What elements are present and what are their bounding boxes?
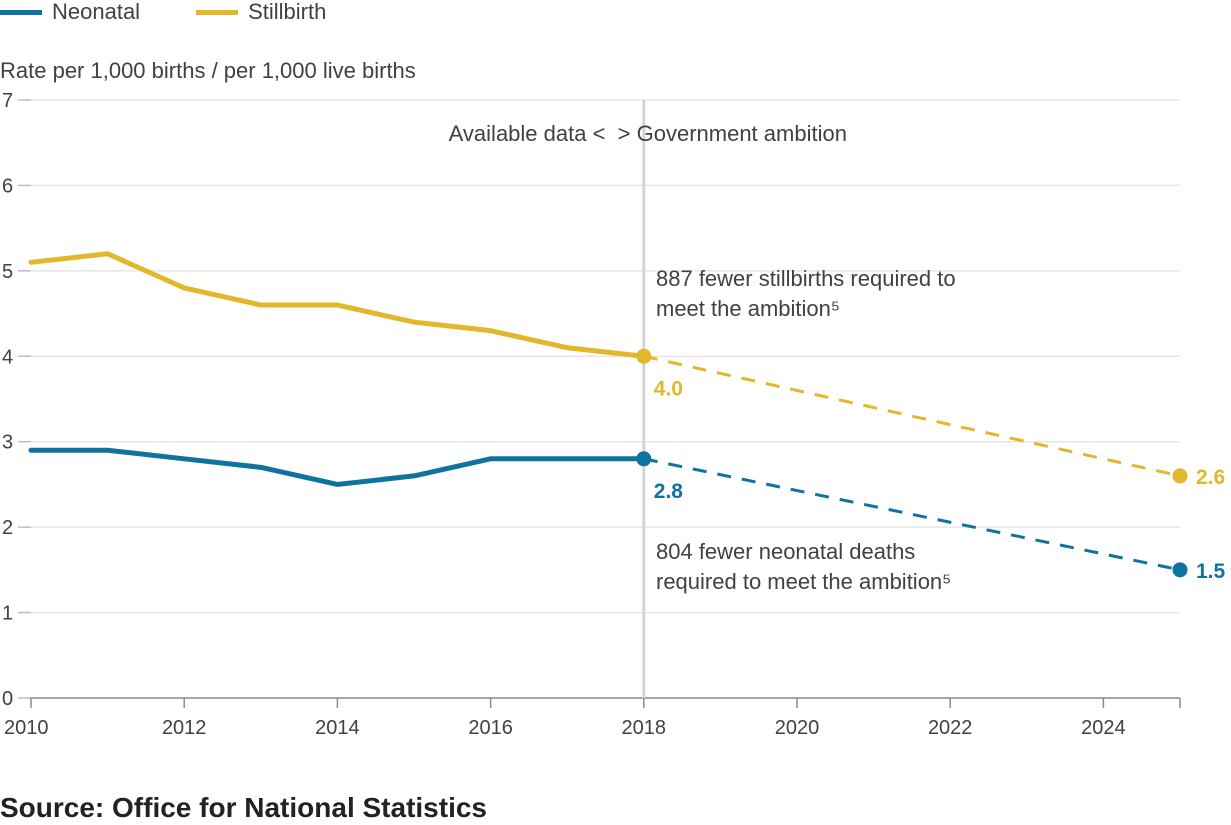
point-stillbirth-2025 xyxy=(1172,468,1188,484)
y-tick-label-3: 3 xyxy=(2,432,13,454)
annotation-neonatal: 804 fewer neonatal deaths required to mee… xyxy=(656,539,951,594)
y-axis-label: Rate per 1,000 births / per 1,000 live b… xyxy=(0,58,416,83)
legend-item-stillbirth: Stillbirth xyxy=(196,0,326,25)
data-ambition-divider: Available data < > Government ambition xyxy=(449,100,847,698)
y-tick-label-2: 2 xyxy=(2,517,13,539)
point-neonatal-2018 xyxy=(636,451,652,467)
point-label-neonatal-2018: 2.8 xyxy=(654,480,684,503)
point-stillbirth-2018 xyxy=(636,348,652,364)
series-line-stillbirth xyxy=(28,251,647,359)
legend-item-neonatal: Neonatal xyxy=(0,0,140,25)
annotation-stillbirths: 887 fewer stillbirths required to meet th… xyxy=(656,266,956,321)
y-tick-label-0: 0 xyxy=(2,688,13,710)
x-tick-label-2022: 2022 xyxy=(928,717,973,739)
annotation-line: meet the ambition⁵ xyxy=(656,296,840,321)
point-labels: 4.0 2.6 2.8 1.5 xyxy=(654,377,1226,583)
series-line-neonatal xyxy=(28,447,647,487)
x-tick-label-2014: 2014 xyxy=(315,717,360,739)
series-lines xyxy=(28,251,1188,578)
gridlines xyxy=(31,99,1180,614)
annotation-line: 804 fewer neonatal deaths xyxy=(656,539,915,564)
legend-label-stillbirth: Stillbirth xyxy=(248,0,327,24)
point-label-neonatal-2025: 1.5 xyxy=(1196,560,1226,583)
legend-swatch-stillbirth xyxy=(196,9,239,15)
projection-line-neonatal xyxy=(643,457,1181,572)
point-label-stillbirth-2025: 2.6 xyxy=(1196,466,1225,489)
y-tick-label-1: 1 xyxy=(2,603,13,625)
x-tick-label-2012: 2012 xyxy=(162,717,207,739)
point-neonatal-2025 xyxy=(1172,562,1188,578)
y-tick-label-6: 6 xyxy=(2,175,13,197)
divider-label: Available data < > Government ambition xyxy=(449,121,847,146)
x-axis: 2010 2012 2014 2016 2018 2020 2022 2024 xyxy=(4,697,1181,739)
annotation-line: required to meet the ambition⁵ xyxy=(656,569,951,594)
x-tick-label-2018: 2018 xyxy=(622,717,667,739)
annotations: 887 fewer stillbirths required to meet th… xyxy=(656,266,956,594)
y-tick-label-7: 7 xyxy=(2,90,13,112)
legend-swatch-neonatal xyxy=(0,9,42,15)
legend: Neonatal Stillbirth xyxy=(0,0,382,24)
legend-label-neonatal: Neonatal xyxy=(52,0,141,24)
x-tick-label-2020: 2020 xyxy=(775,717,820,739)
y-tick-label-4: 4 xyxy=(2,346,13,368)
y-tick-label-5: 5 xyxy=(2,261,13,283)
annotation-line: 887 fewer stillbirths required to xyxy=(656,266,956,291)
x-tick-label-2024: 2024 xyxy=(1081,717,1126,739)
point-label-stillbirth-2018: 4.0 xyxy=(654,377,683,400)
y-axis-ticks: 0 1 2 3 4 5 6 7 xyxy=(2,90,31,710)
x-tick-label-2010: 2010 xyxy=(4,717,49,739)
x-tick-label-2016: 2016 xyxy=(468,717,513,739)
projection-line-stillbirth xyxy=(643,354,1181,478)
line-chart: 0 1 2 3 4 5 6 7 2010 2012 2014 2016 2018 2020 2022 202… xyxy=(2,90,1226,739)
source-note: Source: Office for National Statistics xyxy=(0,792,487,823)
